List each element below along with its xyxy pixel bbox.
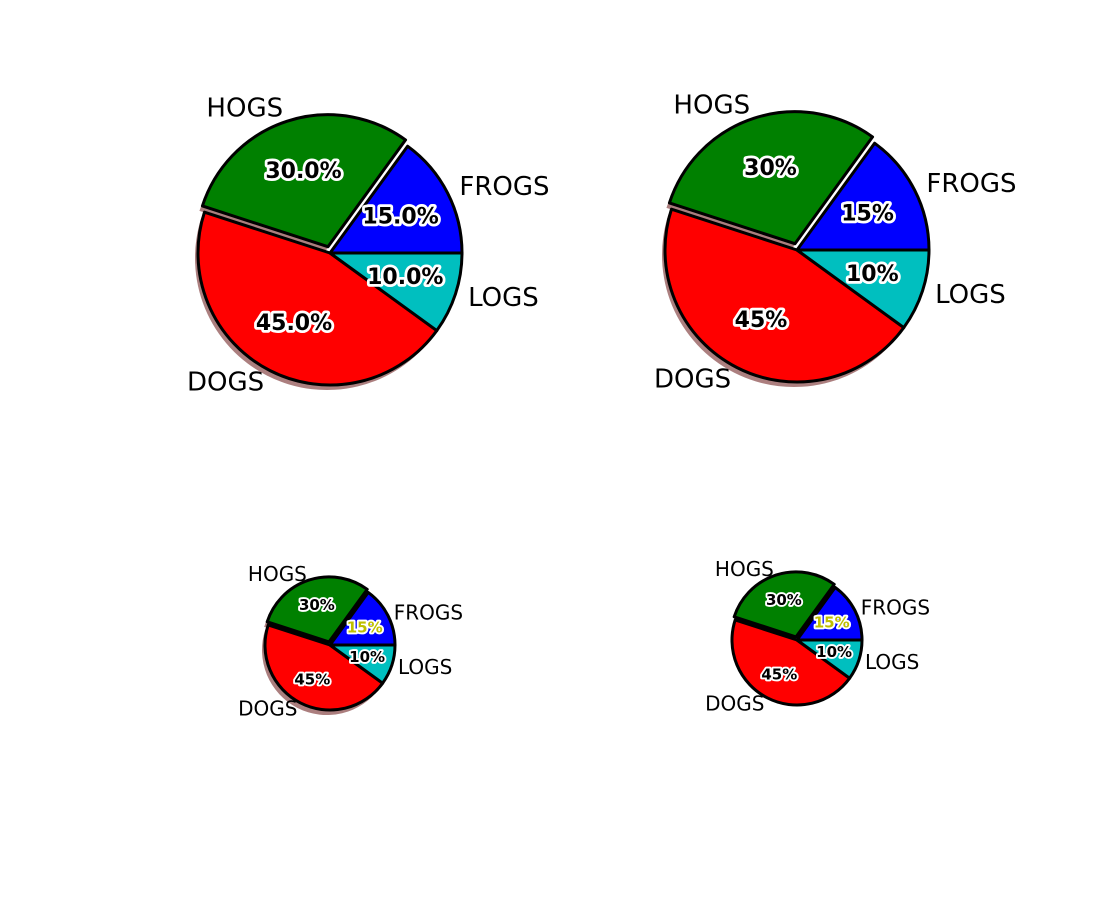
pie-pct-label-dogs: 45% — [761, 666, 797, 684]
pie-slice-frogs — [328, 144, 464, 255]
pie-pct-label-dogs: 45.0% — [256, 311, 332, 336]
pie-pct-label-frogs: 15% — [841, 202, 894, 227]
pie-slice-dogs — [730, 618, 852, 707]
pie-slice-label-hogs: HOGS — [248, 562, 307, 586]
pie-slice-label-frogs: FROGS — [861, 596, 930, 620]
pie-slice-label-hogs: HOGS — [715, 557, 774, 581]
pie-pct-label-logs: 10% — [349, 648, 385, 666]
pie-slice-label-frogs: FROGS — [459, 172, 549, 202]
pie-slice-hogs — [200, 113, 408, 249]
pie-pct-label-hogs: 30% — [766, 591, 802, 609]
pie-slice-label-hogs: HOGS — [206, 94, 283, 124]
pie-slice-dogs — [196, 210, 439, 387]
pie-slice-logs — [795, 638, 864, 680]
pie-pct-label-frogs: 15% — [347, 618, 383, 636]
pie-slice-logs — [328, 251, 464, 333]
pie-pct-label-hogs: 30% — [744, 156, 797, 181]
pie-slice-label-dogs: DOGS — [654, 364, 731, 394]
pie-pct-label-frogs: 15.0% — [362, 205, 438, 230]
pie-slice-dogs — [263, 623, 385, 712]
pie-chart-1: 15.0% 30.0% 45.0% 10.0% FROGS HOGS DOGS LOGS — [187, 94, 550, 398]
pie-slice-frogs — [795, 141, 931, 252]
pie-slice-label-frogs: FROGS — [926, 169, 1016, 199]
pie-slice-logs — [328, 643, 397, 685]
pie-pct-label-dogs: 45% — [294, 671, 330, 689]
pie-chart-4: 15% 30% 45% 10% FROGS HOGS DOGS LOGS — [705, 557, 930, 716]
pie-pct-label-logs: 10.0% — [367, 265, 443, 290]
pie-pct-label-logs: 10% — [816, 643, 852, 661]
pie-slice-label-logs: LOGS — [935, 280, 1006, 310]
pie-slice-label-dogs: DOGS — [238, 697, 297, 721]
pie-slice-label-hogs: HOGS — [673, 91, 750, 121]
pie-pct-label-dogs: 45% — [735, 308, 788, 333]
pie-slice-hogs — [265, 575, 369, 644]
pie-slice-label-logs: LOGS — [865, 650, 919, 674]
pie-pct-label-hogs: 30% — [299, 596, 335, 614]
pie-chart-2: 15% 30% 45% 10% FROGS HOGS DOGS LOGS — [654, 91, 1017, 395]
pie-slice-label-frogs: FROGS — [394, 601, 463, 625]
pie-chart-3: 15% 30% 45% 10% FROGS HOGS DOGS LOGS — [238, 562, 463, 721]
pie-slice-logs — [795, 248, 931, 330]
pie-pct-label-hogs: 30.0% — [265, 159, 341, 184]
pie-pct-label-logs: 10% — [846, 262, 899, 287]
pie-slice-label-logs: LOGS — [468, 283, 539, 313]
pie-slice-label-dogs: DOGS — [705, 692, 764, 716]
pie-slice-label-logs: LOGS — [398, 655, 452, 679]
pie-slice-hogs — [732, 570, 836, 639]
pie-slice-frogs — [795, 585, 864, 642]
pie-slice-label-dogs: DOGS — [187, 367, 264, 397]
pie-slice-hogs — [667, 110, 875, 246]
pie-slice-frogs — [328, 590, 397, 647]
pie-slice-dogs — [663, 207, 906, 384]
pie-pct-label-frogs: 15% — [814, 613, 850, 631]
